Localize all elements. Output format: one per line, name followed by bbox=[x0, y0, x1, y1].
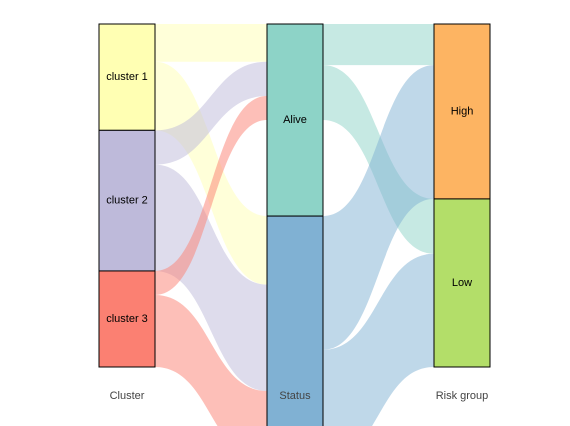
node-cluster-2 bbox=[98, 129, 156, 272]
node-high bbox=[433, 23, 491, 200]
node-cluster-1 bbox=[98, 23, 156, 131]
node-label-alive: Alive bbox=[283, 114, 307, 126]
axis-label-cluster: Cluster bbox=[110, 390, 145, 402]
flow-cluster-1-to-dead bbox=[155, 61, 267, 285]
node-label-low: Low bbox=[452, 277, 472, 289]
flow-dead-to-low bbox=[323, 253, 434, 426]
node-label-cluster-2: cluster 2 bbox=[106, 195, 148, 207]
node-cluster-3 bbox=[98, 270, 156, 368]
flow-alive-to-high bbox=[323, 24, 434, 66]
flow-cluster-3-to-dead bbox=[155, 294, 267, 426]
node-dead bbox=[266, 215, 324, 426]
axis-label-status: Status bbox=[279, 390, 311, 402]
flow-cluster-2-to-dead bbox=[155, 164, 267, 392]
flow-dead-to-high bbox=[323, 65, 434, 350]
node-label-high: High bbox=[451, 105, 474, 117]
flow-cluster-1-to-alive bbox=[155, 24, 267, 62]
flow-cluster-3-to-alive bbox=[155, 96, 267, 295]
node-alive bbox=[266, 23, 324, 217]
axis-label-risk-group: Risk group bbox=[436, 390, 489, 402]
flow-cluster-2-to-alive bbox=[155, 61, 267, 165]
flow-layer bbox=[155, 24, 434, 426]
node-label-cluster-3: cluster 3 bbox=[106, 313, 148, 325]
node-label-cluster-1: cluster 1 bbox=[106, 71, 148, 83]
node-low bbox=[433, 198, 491, 368]
node-layer bbox=[98, 23, 491, 426]
